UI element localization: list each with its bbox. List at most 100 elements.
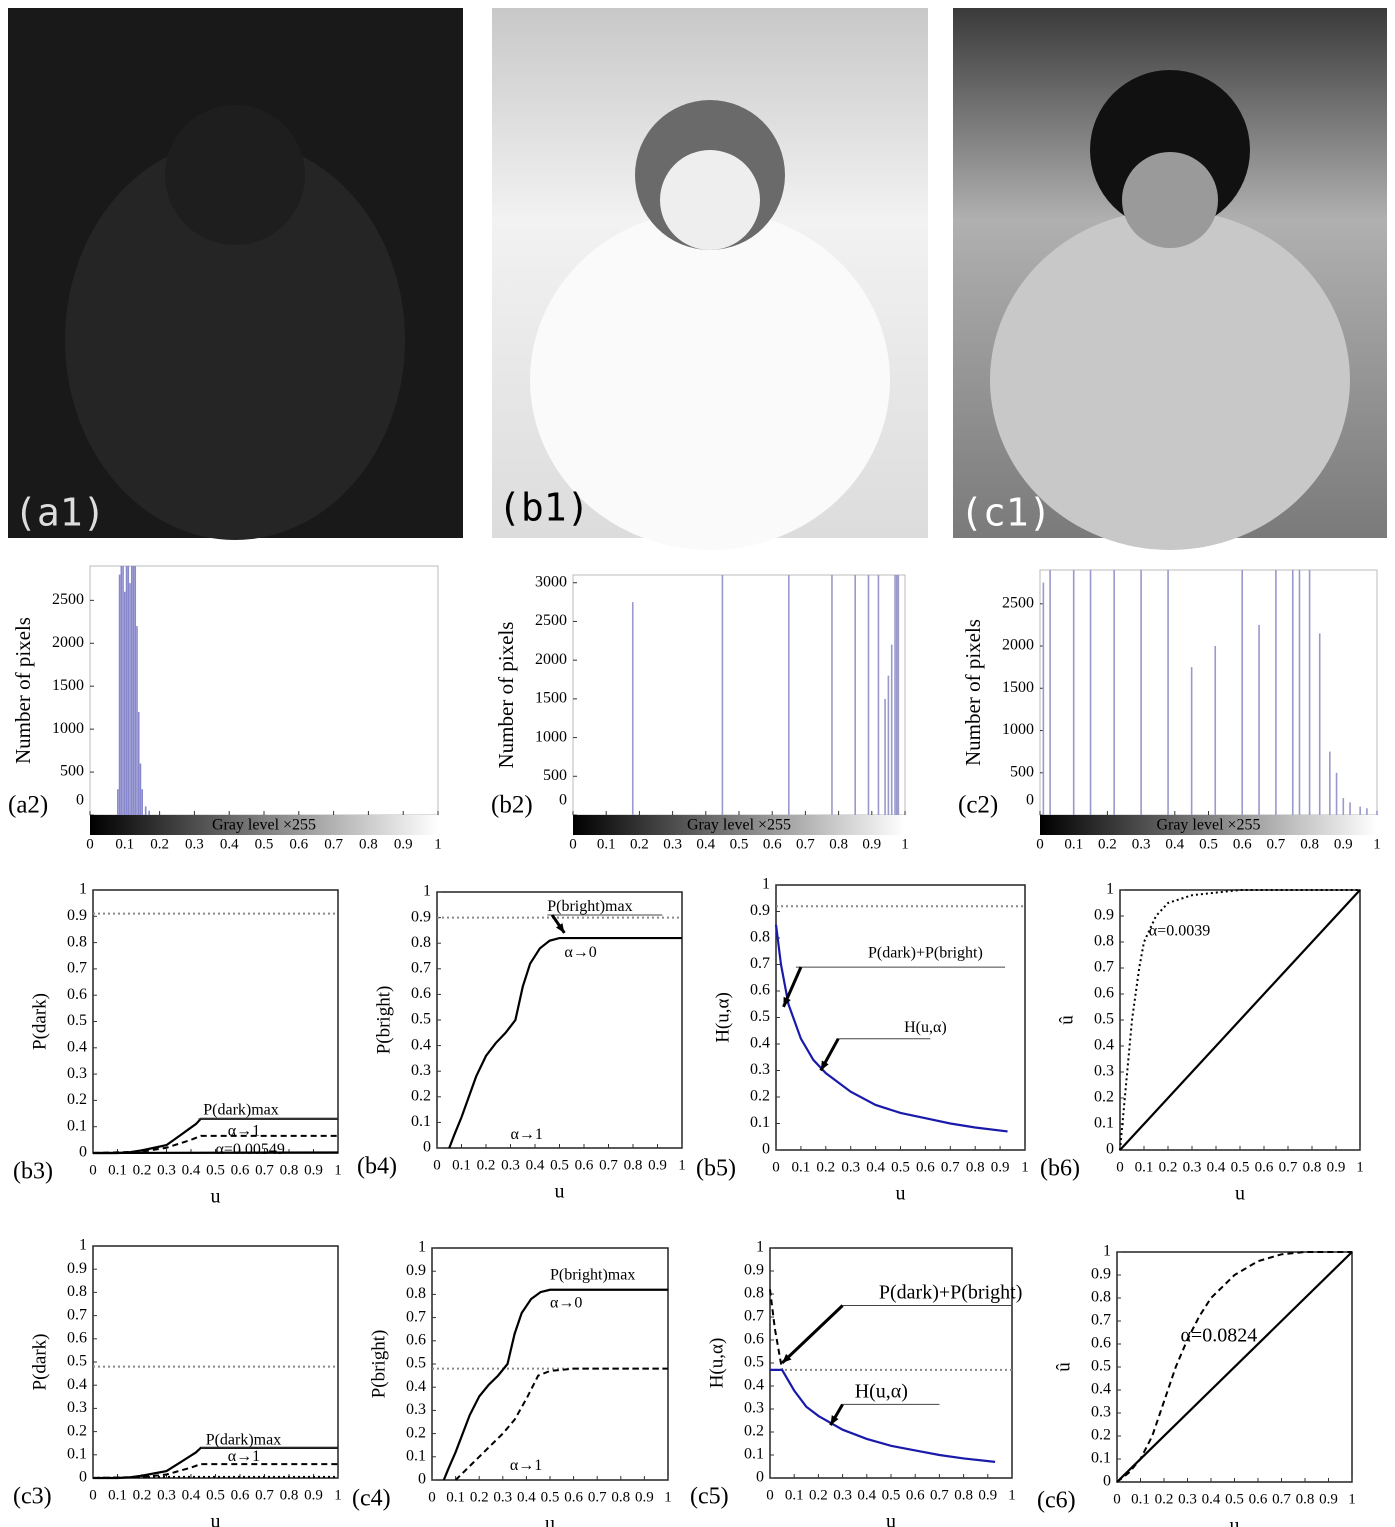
photo-label: (c1) [960,491,1052,535]
y-tick-label: 0 [762,1141,770,1158]
y-tick-label: 0.9 [1094,907,1114,924]
y-tick-label: 1 [1103,1243,1111,1260]
x-tick-label: 0.5 [541,1489,560,1505]
x-tick-label: 0.5 [730,836,749,852]
x-tick-label: 0.8 [611,1489,630,1505]
x-tick-label: 0.1 [1131,1491,1150,1507]
y-tick-label: 0.2 [750,1088,770,1105]
x-tick-label: 0 [569,836,577,852]
y-tick-label: 2500 [52,591,84,608]
y-tick-label: 0.4 [67,1038,87,1055]
x-tick-label: 0.2 [150,836,169,852]
x-tick-label: 0 [772,1159,780,1175]
y-tick-label: 0.2 [406,1424,426,1441]
y-tick-label: 0.3 [744,1400,764,1417]
y-tick-label: 0.2 [67,1091,87,1108]
x-tick-label: 0.5 [1225,1491,1244,1507]
x-tick-label: 0.9 [635,1489,654,1505]
y-tick-label: 0.2 [744,1423,764,1440]
y-tick-label: 1000 [52,720,84,737]
x-tick-label: 0.6 [289,836,308,852]
y-tick-label: 0.6 [67,1329,87,1346]
y-axis-label: H(u,α) [706,1338,727,1389]
x-tick-label: 0.5 [882,1487,901,1503]
x-tick-label: 1 [1348,1491,1356,1507]
y-tick-label: 0.7 [67,960,87,977]
x-tick-label: 0.4 [182,1162,201,1178]
x-tick-label: 0.2 [1098,836,1117,852]
x-tick-label: 0.4 [1165,836,1184,852]
y-tick-label: 0.4 [67,1376,87,1393]
y-tick-label: 0.9 [67,1260,87,1277]
y-tick-label: 0.1 [67,1445,87,1462]
y-tick-label: 0.4 [411,1036,431,1053]
y-tick-label: 0 [1026,792,1034,809]
x-tick-label: 0.8 [954,1487,973,1503]
y-axis-label: P(dark) [29,1334,50,1391]
x-tick-label: 1 [1008,1487,1016,1503]
y-tick-label: 1 [79,881,87,898]
y-tick-label: 0.9 [1091,1266,1111,1283]
y-tick-label: 0.8 [750,929,770,946]
line [92,1151,339,1155]
y-axis-label: H(u,α) [712,992,733,1043]
x-tick-label: 0.4 [857,1487,876,1503]
x-tick-label: 0.7 [255,1162,274,1178]
annotation: α=0.00549 [216,1141,285,1158]
y-tick-label: 0.5 [744,1354,764,1371]
panel-label: (c6) [1037,1488,1076,1514]
y-tick-label: 0.1 [744,1446,764,1463]
x-tick-label: 0.5 [255,836,274,852]
y-tick-label: 1 [1106,881,1114,898]
x-axis-label: u [211,1511,221,1527]
x-tick-label: 0 [86,836,94,852]
y-tick-label: 0.9 [744,1262,764,1279]
x-tick-label: 0 [89,1487,97,1503]
x-tick-label: 0.2 [630,836,649,852]
x-axis-label: u [886,1511,896,1527]
x-axis-label: Gray level ×255 [687,817,791,834]
x-tick-label: 0 [433,1157,441,1173]
gray-bar [1040,815,1377,835]
x-tick-label: 0.1 [446,1489,465,1505]
line [1116,1251,1352,1483]
y-tick-label: 0.6 [411,985,431,1002]
y-tick-label: 0.7 [411,959,431,976]
x-tick-label: 0.3 [1178,1491,1197,1507]
annotation: α=0.0039 [1149,922,1210,939]
photo-label: (a1) [14,491,106,535]
annotation: α=0.0824 [1180,1325,1257,1347]
y-tick-label: 0.2 [67,1422,87,1439]
panel-label: (b6) [1040,1156,1080,1182]
x-tick-label: 0.8 [280,1162,299,1178]
x-tick-label: 0.9 [1319,1491,1338,1507]
arrow-head [783,996,791,1007]
x-tick-label: 0.8 [1296,1491,1315,1507]
y-tick-label: 0.1 [1091,1450,1111,1467]
line [448,936,682,1149]
x-tick-label: 0.9 [862,836,881,852]
x-tick-label: 0.1 [1135,1159,1154,1175]
x-tick-label: 1 [434,836,442,852]
y-tick-label: 2500 [535,612,567,629]
y-tick-label: 0.3 [411,1062,431,1079]
y-tick-label: 2000 [535,651,567,668]
y-tick-label: 1 [756,1239,764,1256]
y-axis-label: Number of pixels [11,617,35,764]
annotation: α→1 [228,1123,260,1140]
y-tick-label: 0.7 [1091,1312,1111,1329]
y-tick-label: 0.1 [750,1114,770,1131]
y-tick-label: 1 [762,876,770,893]
panel-label: (c5) [690,1484,729,1510]
x-tick-label: 0.6 [231,1487,250,1503]
x-tick-label: 0.5 [206,1162,225,1178]
x-tick-label: 0.6 [906,1487,925,1503]
y-tick-label: 0.5 [67,1012,87,1029]
x-tick-label: 0.7 [930,1487,949,1503]
y-tick-label: 0.6 [750,982,770,999]
x-tick-label: 0.2 [1155,1491,1174,1507]
line [93,1446,338,1480]
x-tick-label: 0.2 [477,1157,496,1173]
